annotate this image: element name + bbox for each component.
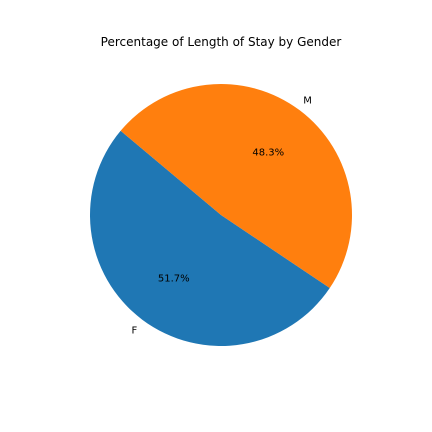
slice-percent-m: 48.3%	[252, 148, 284, 159]
pie-slices	[89, 84, 352, 347]
chart-title: Percentage of Length of Stay by Gender	[101, 35, 342, 49]
slice-label-f: F	[132, 326, 138, 337]
pie-slice-m	[120, 84, 352, 289]
pie-slice-f	[89, 130, 330, 347]
pie-labels: F 51.7% M 48.3%	[132, 95, 312, 336]
slice-percent-f: 51.7%	[158, 273, 190, 284]
slice-label-m: M	[303, 95, 312, 106]
